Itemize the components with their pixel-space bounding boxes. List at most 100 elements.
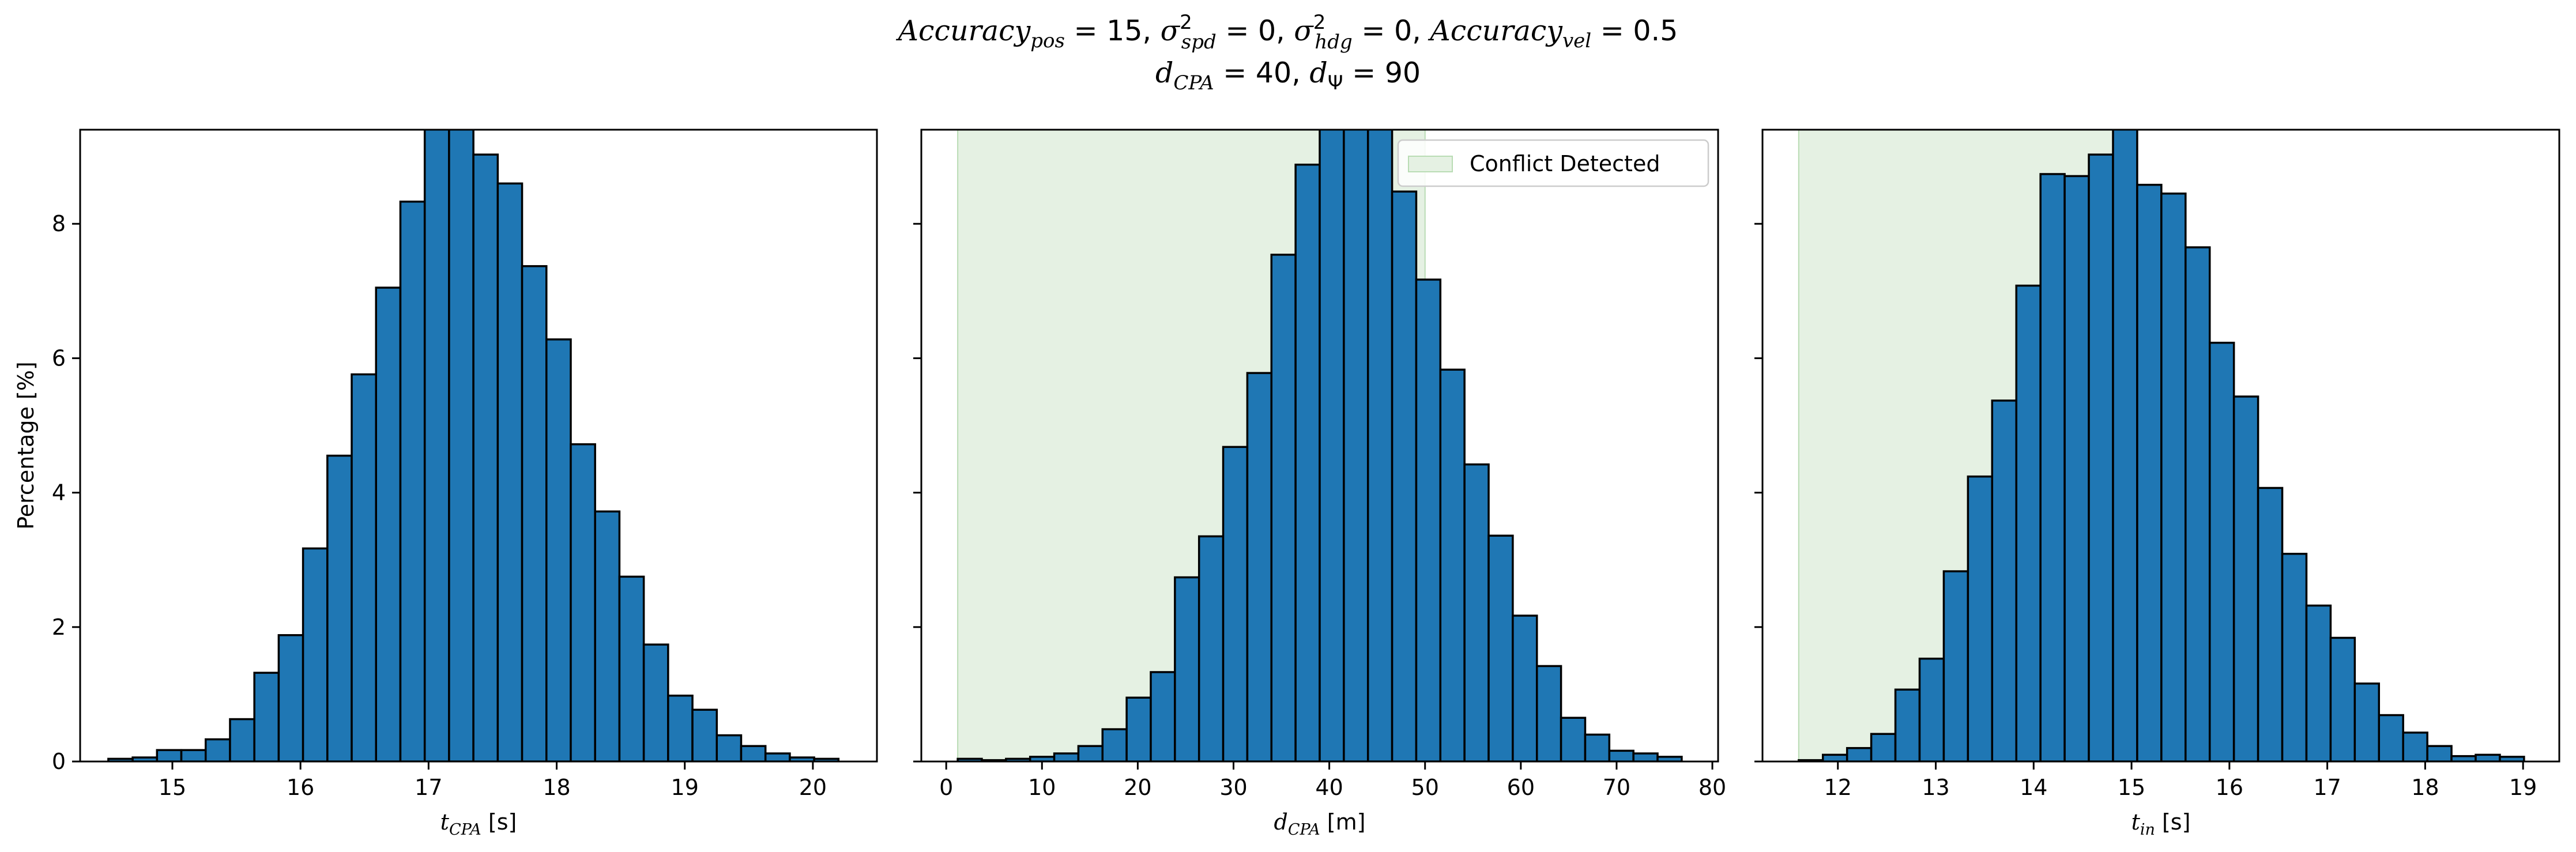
y-tick-label: 6 bbox=[52, 345, 66, 371]
axes-frame bbox=[1761, 129, 2560, 763]
histogram-bar bbox=[2039, 173, 2066, 761]
histogram-bar bbox=[2112, 130, 2138, 761]
x-tick-label: 17 bbox=[2313, 775, 2341, 800]
histogram-bar bbox=[1822, 753, 1848, 761]
x-tick-label: 16 bbox=[287, 775, 314, 800]
x-tick-label: 15 bbox=[159, 775, 186, 800]
figure-title-line2: dCPA = 40, dΨ = 90 bbox=[1155, 56, 1421, 95]
histogram-bar bbox=[2378, 714, 2404, 761]
histogram-bar bbox=[545, 338, 572, 761]
y-axis-label: Percentage [%] bbox=[13, 361, 39, 530]
histogram-bar bbox=[1294, 163, 1321, 761]
histogram-bar bbox=[691, 708, 718, 761]
histogram-bar bbox=[1246, 372, 1273, 761]
x-tick-label: 10 bbox=[1028, 775, 1056, 800]
x-tick-label: 14 bbox=[2020, 775, 2047, 800]
histogram-bar bbox=[521, 265, 548, 761]
histogram-bar bbox=[2426, 745, 2453, 761]
histogram-bar bbox=[1077, 745, 1104, 761]
histogram-bar bbox=[326, 454, 353, 761]
histogram-bar bbox=[1632, 752, 1659, 761]
x-axis-label: dCPA [m] bbox=[1274, 809, 1366, 839]
histogram-bar bbox=[667, 694, 694, 761]
plot-area bbox=[956, 130, 1683, 761]
figure-title-line1: Accuracypos = 15, σ2 spd = 0, σ2 hdg = 0, … bbox=[896, 11, 1678, 54]
y-tick-label: 2 bbox=[52, 615, 66, 640]
histogram-bar bbox=[740, 745, 767, 761]
x-tick-label: 18 bbox=[2411, 775, 2439, 800]
histogram-bar bbox=[1535, 665, 1562, 761]
histogram-bar bbox=[1870, 733, 1897, 761]
histogram-bar bbox=[2305, 604, 2332, 761]
histogram-bar bbox=[1197, 535, 1225, 761]
x-tick-label: 19 bbox=[671, 775, 699, 800]
histogram-bar bbox=[2185, 246, 2211, 761]
histogram-bar bbox=[2160, 193, 2187, 761]
axes-frame bbox=[79, 129, 878, 763]
x-tick-label: 17 bbox=[415, 775, 442, 800]
legend-swatch bbox=[1408, 156, 1453, 172]
histogram-bar bbox=[642, 643, 669, 761]
histogram-bar bbox=[1560, 717, 1587, 761]
histogram-bar bbox=[1101, 728, 1128, 761]
histogram-bar bbox=[764, 752, 791, 761]
histogram-bar bbox=[1584, 733, 1611, 761]
histogram-bar bbox=[618, 575, 645, 761]
histogram-bar bbox=[277, 634, 304, 761]
histogram-bar bbox=[2402, 732, 2428, 761]
histogram-bar bbox=[423, 130, 450, 761]
histogram-bar bbox=[2281, 552, 2308, 761]
histogram-bar bbox=[1270, 254, 1297, 761]
histogram-bar bbox=[570, 443, 596, 761]
histogram-bar bbox=[2088, 153, 2114, 761]
histogram-bar bbox=[496, 182, 524, 761]
histogram-panel-2: 0 10 20 30 40 50 60 70 80 dCPA [m] Conflict Detect… bbox=[913, 129, 1726, 839]
histogram-bar bbox=[1942, 570, 1969, 761]
histogram-bar bbox=[472, 153, 499, 761]
histogram-bar bbox=[1415, 278, 1442, 761]
histogram-panel-1: 15 16 17 18 19 20 0 2 4 6 8 tCPA [s] Percentage [%] bbox=[13, 129, 878, 839]
histogram-bar bbox=[2063, 175, 2090, 761]
histogram-bar bbox=[204, 738, 231, 761]
histogram-bar bbox=[2232, 395, 2259, 761]
x-tick-label: 15 bbox=[2118, 775, 2145, 800]
y-tick-label: 0 bbox=[52, 749, 66, 774]
histogram-bar bbox=[594, 510, 621, 761]
histogram-bar bbox=[351, 373, 378, 761]
histogram-bar bbox=[1918, 657, 1945, 761]
x-tick-label: 70 bbox=[1603, 775, 1630, 800]
x-tick-label: 0 bbox=[939, 775, 953, 800]
histogram-bar bbox=[302, 547, 329, 761]
histogram-bar bbox=[2208, 341, 2235, 761]
y-tick-label: 4 bbox=[52, 480, 66, 506]
legend-label: Conflict Detected bbox=[1470, 151, 1660, 176]
histogram-bar bbox=[156, 749, 183, 761]
histogram-bar bbox=[1991, 399, 2017, 761]
x-tick-label: 13 bbox=[1922, 775, 1949, 800]
legend: Conflict Detected bbox=[1397, 139, 1709, 187]
histogram-bar bbox=[1391, 190, 1418, 761]
histogram-bar bbox=[229, 718, 255, 761]
histogram-bar bbox=[1439, 368, 1466, 761]
x-tick-label: 20 bbox=[799, 775, 827, 800]
x-tick-label: 20 bbox=[1124, 775, 1151, 800]
x-tick-label: 12 bbox=[1824, 775, 1852, 800]
histogram-bar bbox=[1319, 130, 1345, 761]
histogram-bar bbox=[2475, 753, 2501, 761]
histogram-bar bbox=[2257, 487, 2284, 761]
histogram-bar bbox=[2329, 636, 2356, 761]
histogram-bar bbox=[1512, 615, 1538, 761]
histogram-bar bbox=[375, 286, 402, 761]
histogram-bar bbox=[1894, 688, 1921, 761]
histogram-bar bbox=[813, 757, 840, 761]
histogram-bar bbox=[1222, 446, 1249, 761]
histogram-bar bbox=[180, 749, 207, 761]
histogram-bar bbox=[2353, 682, 2381, 761]
histogram-bar bbox=[1967, 475, 1994, 761]
histogram-bar bbox=[1053, 752, 1080, 761]
histogram-bar bbox=[253, 672, 280, 761]
axes-frame bbox=[920, 129, 1719, 763]
plot-area bbox=[107, 130, 840, 761]
x-tick-label: 80 bbox=[1698, 775, 1726, 800]
